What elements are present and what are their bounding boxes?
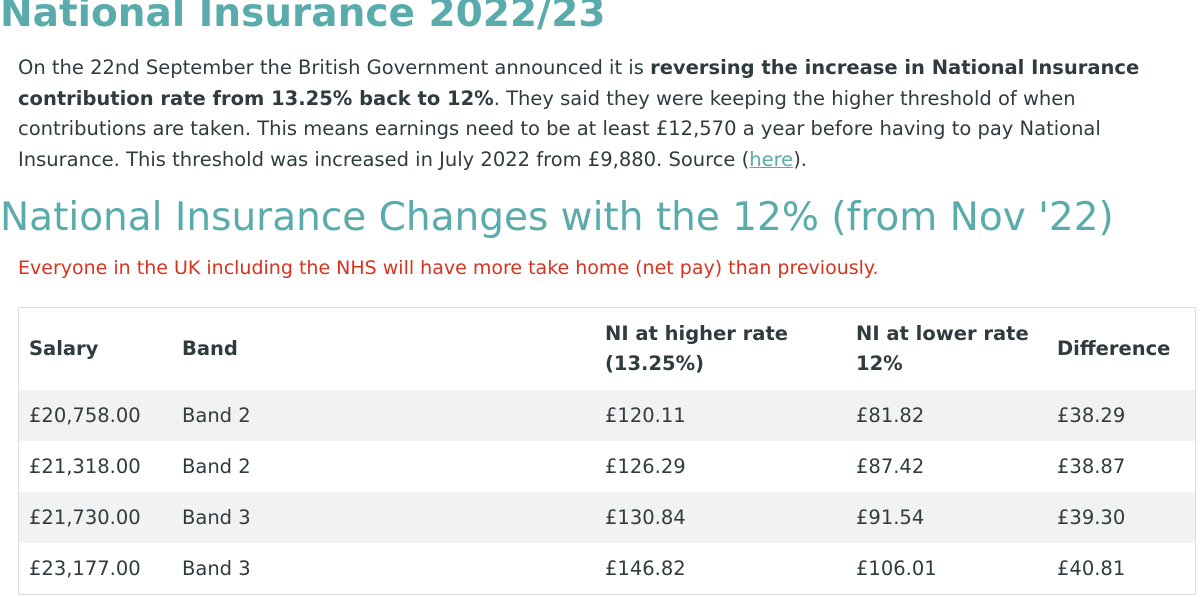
table-cell: £38.29 <box>1057 404 1126 427</box>
table-cell: £20,758.00 <box>29 404 141 427</box>
table-cell: £126.29 <box>605 455 686 478</box>
table-cell: £39.30 <box>1057 506 1126 529</box>
header-row: Salary Band NI at higher rate (13.25%) NI a… <box>19 308 1196 391</box>
table-cell: Band 2 <box>182 404 251 427</box>
table-cell: £23,177.00 <box>29 557 141 580</box>
column-header: NI at lower rate 12% <box>856 322 1029 375</box>
intro-paragraph: On the 22nd September the British Govern… <box>18 53 1200 175</box>
intro-text: On the 22nd September the British Govern… <box>18 56 651 79</box>
table-cell: £106.01 <box>856 557 937 580</box>
page-title: National Insurance 2022/23 <box>0 0 606 36</box>
table-cell: £21,318.00 <box>29 455 141 478</box>
table-cell: Band 3 <box>182 506 251 529</box>
table-cell: £91.54 <box>856 506 925 529</box>
column-header: Band <box>182 337 238 360</box>
column-header: NI at higher rate (13.25%) <box>605 322 788 375</box>
table-cell: £38.87 <box>1057 455 1126 478</box>
table-cell: £40.81 <box>1057 557 1126 580</box>
subheading: National Insurance Changes with the 12% … <box>0 195 1114 240</box>
table-row: £21,730.00 Band 3 £130.84 £91.54 £39.30 <box>18 492 1196 543</box>
source-link[interactable]: here <box>749 147 794 171</box>
table-cell: £81.82 <box>856 404 925 427</box>
table-cell: £21,730.00 <box>29 506 141 529</box>
table-cell: £87.42 <box>856 455 925 478</box>
intro-text: . They said they were keeping the higher… <box>18 86 1101 171</box>
table-cell: Band 2 <box>182 455 251 478</box>
column-header: Salary <box>29 337 99 360</box>
table-body: £20,758.00 Band 2 £120.11 £81.82 £38.29 £21,3… <box>18 390 1196 595</box>
table-cell: Band 3 <box>182 557 251 580</box>
table-row: £23,177.00 Band 3 £146.82 £106.01 £40.81 <box>19 543 1196 595</box>
note: Everyone in the UK including the NHS wil… <box>18 257 879 279</box>
ni-table: Salary Band NI at higher rate (13.25%) NI a… <box>18 307 1196 595</box>
table-cell: £120.11 <box>605 404 686 427</box>
table-cell: £146.82 <box>605 557 686 580</box>
column-header: Difference <box>1057 337 1171 360</box>
table-row: £21,318.00 Band 2 £126.29 £87.42 £38.87 <box>19 441 1196 492</box>
table-cell: £130.84 <box>605 506 686 529</box>
table-row: £20,758.00 Band 2 £120.11 £81.82 £38.29 <box>18 390 1196 441</box>
intro-bold: reversing the increase in National Insur… <box>18 56 1140 110</box>
intro-text: ). <box>793 147 807 171</box>
